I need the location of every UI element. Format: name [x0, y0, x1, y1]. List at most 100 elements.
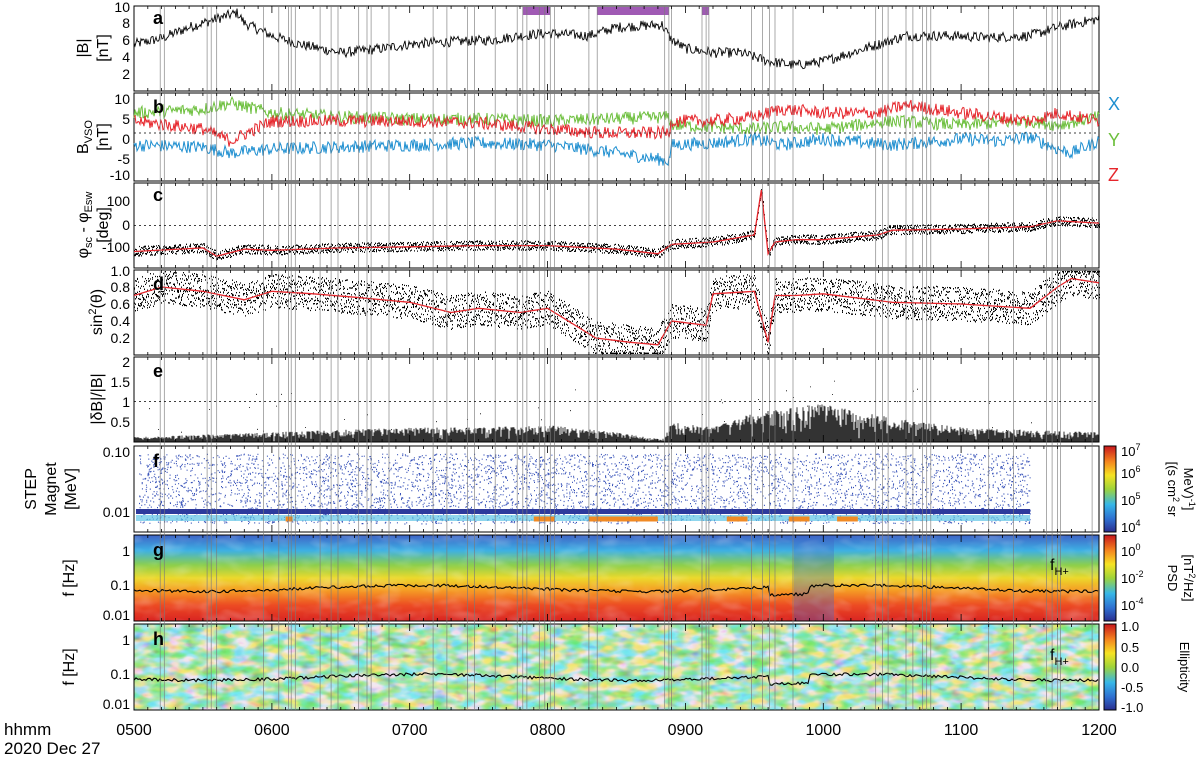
ytick-label: 1 — [122, 543, 130, 559]
ytick-label: 8 — [122, 15, 130, 31]
ytick-label: 0.2 — [111, 330, 131, 346]
colorbar-f-ticks: 107 106 105 104 — [1121, 442, 1140, 535]
colorbar-tick: 10-2 — [1121, 569, 1143, 586]
highlight-bars — [522, 7, 709, 15]
time-tick-label: 0500 — [116, 722, 152, 739]
ytick-label: 0 — [122, 131, 130, 147]
panel-f-band-light — [136, 515, 1031, 521]
time-tick-label: 1100 — [944, 722, 979, 739]
legend-x: X — [1108, 94, 1120, 114]
panel-d-ylabel: sin2(θ) — [87, 289, 106, 335]
ytick-label: 1 — [122, 394, 130, 410]
time-tick-label: 1200 — [1081, 722, 1117, 739]
time-axis-title: hhmm — [4, 720, 51, 739]
panel-letter-e: e — [153, 361, 163, 381]
axis-ticks — [133, 6, 1100, 710]
highlight-bar — [522, 7, 551, 15]
panel-b-ylabel: BVSO — [75, 120, 95, 154]
panel-b-ytick-labels: -10 -5 0 5 10 — [110, 91, 130, 183]
panel-e-ytick-labels: 0.5 1 1.5 2 — [111, 354, 131, 430]
legend-y: Y — [1108, 130, 1120, 150]
ytick-label: 100 — [107, 193, 131, 209]
panel-h-heatmap — [134, 624, 1099, 710]
colorbar-tick: 104 — [1121, 518, 1140, 535]
colorbar-g — [1103, 534, 1117, 622]
time-axis-labels: 0500 0600 0700 0800 0900 1000 1100 1200 — [116, 722, 1117, 739]
ytick-label: 10 — [114, 91, 130, 107]
ytick-label: -10 — [110, 167, 130, 183]
panel-a-ylabel-unit: [nT] — [95, 34, 112, 62]
ytick-label: 1 — [122, 632, 130, 648]
panel-g-annotation: fH+ — [1050, 557, 1069, 578]
ytick-label: 1.5 — [111, 374, 131, 390]
panel-letter-a: a — [153, 8, 164, 28]
panel-h-ytick-labels: 0.01 0.1 1 — [103, 632, 130, 712]
colorbar-g-label-1: PSD — [1165, 565, 1180, 592]
panel-a-line — [133, 8, 1100, 70]
panel-g-fh-line — [133, 583, 1099, 597]
ytick-label: 6 — [122, 32, 130, 48]
colorbar-tick: 0.0 — [1121, 660, 1139, 675]
time-tick — [133, 6, 1100, 710]
ytick-label: 0.6 — [111, 296, 131, 312]
ytick-label: -100 — [102, 239, 130, 255]
colorbar-h-ticks: 1.0 0.5 0.0 -0.5 -1.0 — [1121, 619, 1143, 715]
panel-c-ylabel-unit: [deg] — [95, 207, 112, 243]
panel-f-ytick-labels: 0.01 0.10 — [103, 444, 130, 520]
panel-f-ylabel-2: Magnet — [43, 462, 60, 516]
ytick-label: 0.4 — [111, 313, 131, 329]
colorbar-f — [1103, 445, 1117, 533]
reference-lines — [134, 132, 1099, 402]
legend-z: Z — [1108, 165, 1119, 185]
ytick-label: 0.01 — [103, 504, 130, 520]
panel-g-ytick-labels: 0.01 0.1 1 — [103, 543, 130, 623]
panel-b-line-x — [133, 131, 1100, 166]
highlight-bar — [597, 7, 669, 15]
panel-e-ylabel: |δB|/|B| — [89, 373, 106, 424]
ytick-label: 0.5 — [111, 414, 131, 430]
ytick-label: 0 — [122, 217, 130, 233]
time-tick-label: 0600 — [254, 722, 290, 739]
colorbar-tick: 105 — [1121, 491, 1140, 508]
panel-d-smooth-line — [133, 277, 1100, 346]
colorbar-tick: -0.5 — [1121, 680, 1143, 695]
panel-b-ylabel-unit: [nT] — [95, 123, 112, 151]
panel-g-heatmap — [134, 535, 1099, 621]
ytick-label: 0.10 — [103, 444, 130, 460]
time-tick-label: 0900 — [668, 722, 704, 739]
panel-g-ylabel: f [Hz] — [61, 559, 78, 596]
colorbar-g-ticks: 100 10-2 10-4 — [1121, 542, 1143, 613]
panel-letter-f: f — [153, 451, 160, 471]
ytick-label: 2 — [122, 354, 130, 370]
colorbar-tick: 1.0 — [1121, 619, 1139, 634]
panel-b-line-z — [133, 99, 1100, 147]
colorbar-f-label-1: [(s cm2 sr — [1165, 462, 1181, 518]
panel-f-ylabel-1: STEP — [23, 468, 40, 510]
panel-d-scatter — [134, 271, 1100, 354]
colorbar-tick: -1.0 — [1121, 700, 1143, 715]
panel-h-annotation: fH+ — [1050, 647, 1069, 668]
panel-c-ytick-labels: -100 0 100 — [102, 193, 130, 255]
colorbar-tick: 100 — [1121, 542, 1140, 559]
colorbar-h-label: Ellipticity — [1177, 642, 1192, 693]
colorbar-f-label-2: MeV)-1] — [1181, 468, 1197, 511]
panel-c-smooth-line — [133, 190, 1100, 257]
panel-d-ytick-labels: 0.2 0.4 0.6 0.8 1.0 — [111, 263, 131, 346]
highlight-bar — [701, 7, 709, 15]
panel-letter-c: c — [153, 185, 163, 205]
ytick-label: 2 — [122, 66, 130, 82]
time-tick-label: 1000 — [806, 722, 842, 739]
colorbar-tick: 107 — [1121, 442, 1140, 459]
ytick-label: -5 — [118, 151, 131, 167]
panel-f-heatmap — [136, 453, 1031, 525]
panel-letter-b: b — [153, 97, 164, 117]
ytick-label: 0.1 — [111, 666, 131, 682]
panel-h-ylabel: f [Hz] — [61, 648, 78, 685]
panel-h-fh-line — [133, 672, 1099, 686]
panel-a-ylabel: |B| — [75, 39, 92, 58]
colorbar-g-label-2: [nT2/Hz] — [1181, 555, 1197, 602]
ytick-label: 1.0 — [111, 263, 131, 279]
ytick-label: 0.8 — [111, 279, 131, 295]
ytick-label: 0.01 — [103, 696, 130, 712]
